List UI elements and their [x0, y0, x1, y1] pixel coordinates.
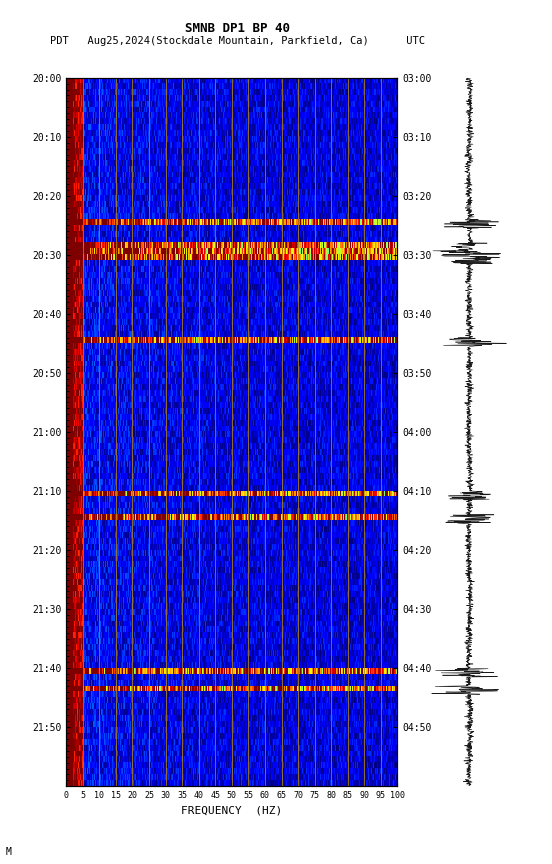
Text: SMNB DP1 BP 40: SMNB DP1 BP 40	[185, 22, 290, 35]
Text: PDT   Aug25,2024(Stockdale Mountain, Parkfield, Ca)      UTC: PDT Aug25,2024(Stockdale Mountain, Parkf…	[50, 36, 425, 47]
Text: M: M	[6, 848, 12, 857]
X-axis label: FREQUENCY  (HZ): FREQUENCY (HZ)	[181, 805, 283, 816]
